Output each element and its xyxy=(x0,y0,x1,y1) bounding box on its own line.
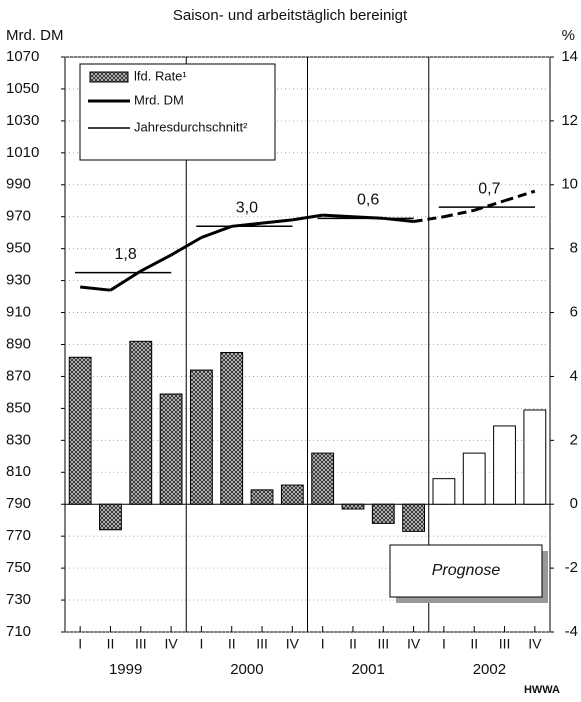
x-tick-label: II xyxy=(349,636,357,652)
y-tick-label: 790 xyxy=(6,495,31,512)
y-tick-label: 990 xyxy=(6,176,31,193)
bar xyxy=(68,356,92,505)
year-label: 2001 xyxy=(351,661,384,678)
line-segment xyxy=(109,269,142,292)
x-tick-label: I xyxy=(442,636,446,652)
line-segment xyxy=(140,253,172,273)
bar xyxy=(462,452,486,505)
bar xyxy=(189,369,213,505)
x-tick-label: III xyxy=(377,636,389,652)
line-segment xyxy=(504,189,536,203)
y2-tick-label: 6 xyxy=(570,304,578,321)
bar xyxy=(280,484,304,505)
y2-tick-label: 0 xyxy=(570,495,578,512)
y-tick-label: 750 xyxy=(6,559,31,576)
y2-tick-label: 14 xyxy=(561,48,578,65)
bar xyxy=(432,478,456,505)
bar xyxy=(402,503,426,532)
line-segment xyxy=(261,218,293,225)
year-label: 2000 xyxy=(230,661,263,678)
subtitle: Saison- und arbeitstäglich bereinigt xyxy=(173,7,408,24)
bar xyxy=(311,452,335,505)
year-label: 2002 xyxy=(473,661,506,678)
year-label: 1999 xyxy=(109,661,142,678)
y-tick-label: 1010 xyxy=(6,144,39,161)
legend-label: Mrd. DM xyxy=(134,92,184,107)
x-tick-label: I xyxy=(321,636,325,652)
y-tick-label: 830 xyxy=(6,431,31,448)
annotation-box xyxy=(389,544,543,598)
x-tick-label: II xyxy=(470,636,478,652)
line-segment xyxy=(292,213,323,222)
annual-growth-label: 0,7 xyxy=(478,180,500,197)
y2-tick-label: 2 xyxy=(570,431,578,448)
y2-tick-label: 8 xyxy=(570,240,578,257)
y-tick-label: 910 xyxy=(6,304,31,321)
bar xyxy=(523,409,547,505)
annual-growth-label: 0,6 xyxy=(357,192,379,209)
y-tick-label: 730 xyxy=(6,591,31,608)
line-segment xyxy=(79,285,111,292)
bar xyxy=(159,393,183,505)
y-tick-label: 850 xyxy=(6,399,31,416)
bar xyxy=(493,425,516,505)
legend: lfd. Rate¹ Mrd. DM Jahresdurchschnitt² xyxy=(79,63,276,161)
x-tick-label: IV xyxy=(528,636,542,652)
y-tick-label: 810 xyxy=(6,463,31,480)
source: HWWA xyxy=(524,684,560,696)
x-tick-label: IV xyxy=(407,636,421,652)
bar xyxy=(129,340,153,505)
x-tick-label: III xyxy=(135,636,147,652)
x-tick-label: I xyxy=(78,636,82,652)
line-segment xyxy=(413,215,445,223)
annual-growth-label: 1,8 xyxy=(115,246,137,263)
annual-growth-label: 3,0 xyxy=(236,200,258,217)
y-tick-label: 950 xyxy=(6,240,31,257)
x-tick-label: III xyxy=(499,636,511,652)
y-tick-label: 770 xyxy=(6,527,31,544)
x-tick-label: IV xyxy=(286,636,300,652)
y-tick-label: 1050 xyxy=(6,80,39,97)
y2-tick-label: -2 xyxy=(565,559,578,576)
bar xyxy=(341,503,365,510)
y-tick-label: 870 xyxy=(6,367,31,384)
bar xyxy=(371,503,395,524)
y-tick-label: 1070 xyxy=(6,48,39,65)
annotation: Prognose xyxy=(432,562,501,579)
line-segment xyxy=(170,236,203,257)
legend-label: lfd. Rate¹ xyxy=(134,68,187,83)
y-tick-label: 1030 xyxy=(6,112,39,129)
line-segment xyxy=(322,213,354,219)
x-tick-label: II xyxy=(228,636,236,652)
y-tick-label: 710 xyxy=(6,623,31,640)
y-axis-label: Mrd. DM xyxy=(6,27,64,44)
y-tick-label: 930 xyxy=(6,272,31,289)
line-segment xyxy=(473,199,505,212)
y-tick-label: 890 xyxy=(6,335,31,352)
line-segment xyxy=(443,208,475,219)
y-tick-label: 970 xyxy=(6,208,31,225)
line-segment xyxy=(200,224,233,239)
bar xyxy=(250,489,274,505)
bar xyxy=(220,351,244,505)
x-tick-label: II xyxy=(107,636,115,652)
y2-tick-label: 10 xyxy=(561,176,578,193)
y2-axis-label: % xyxy=(562,27,575,44)
bar xyxy=(99,503,122,531)
legend-swatch xyxy=(89,71,129,83)
y2-tick-label: 12 xyxy=(561,112,578,129)
legend-label: Jahresdurchschnitt² xyxy=(134,119,248,134)
x-tick-label: IV xyxy=(164,636,178,652)
x-tick-label: I xyxy=(199,636,203,652)
y2-tick-label: -4 xyxy=(565,623,578,640)
x-tick-label: III xyxy=(256,636,268,652)
y2-tick-label: 4 xyxy=(570,367,578,384)
